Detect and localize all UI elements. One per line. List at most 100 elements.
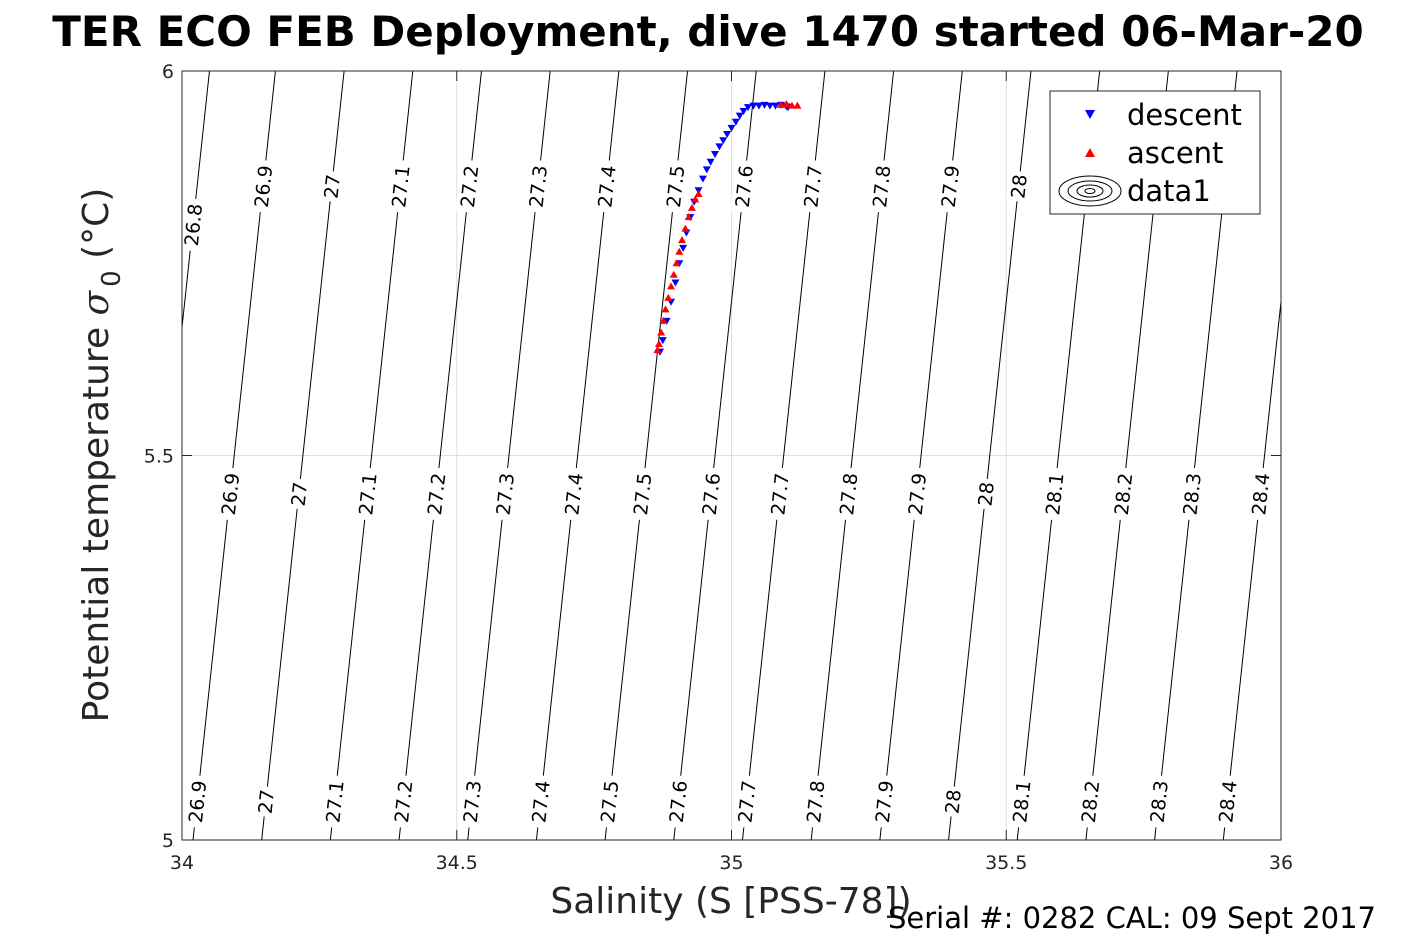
isopycnal-label: 27.2 — [422, 466, 450, 521]
isopycnal-label: 27.3 — [458, 774, 486, 829]
isopycnal-label: 27.4 — [592, 159, 621, 214]
isopycnal-label-text: 28 — [1007, 173, 1031, 199]
isopycnal-label-text: 27.8 — [869, 164, 895, 208]
isopycnal-label-bg — [319, 170, 345, 203]
isopycnal-label-text: 27.2 — [424, 472, 450, 516]
descent-point — [749, 102, 758, 110]
isopycnal-label: 27.1 — [386, 159, 415, 214]
legend-box — [1049, 90, 1261, 215]
y-tick-label: 5.5 — [144, 446, 174, 468]
isopycnal-label-bg — [973, 477, 999, 511]
isopycnal-label: 28 — [1006, 170, 1032, 203]
isopycnal-label-text: 28.3 — [1180, 472, 1206, 516]
isopycnal-label-bg — [1145, 774, 1173, 829]
legend-descent-marker — [1085, 110, 1095, 119]
isopycnal-label-text: 28.4 — [1248, 472, 1274, 516]
isopycnal-label-text: 27.7 — [767, 472, 793, 516]
isopycnal-label-text: 27.1 — [388, 164, 414, 208]
isopycnal-label: 27.8 — [867, 159, 895, 214]
isopycnal-label: 27 — [319, 170, 345, 203]
isopycnal-label-bg — [253, 785, 279, 818]
ascent-point — [653, 346, 662, 354]
descent-point — [765, 102, 774, 110]
descent-point — [671, 279, 680, 287]
isopycnal-label-text: 27.8 — [836, 472, 862, 516]
isopycnal-label: 28 — [973, 477, 999, 511]
isopycnal-label-text: 27 — [321, 173, 345, 199]
isopycnal-label: 27.6 — [697, 466, 725, 521]
isopycnal-label-bg — [798, 159, 827, 214]
isopycnal-label: 27.6 — [730, 159, 758, 214]
x-tick-label: 34.5 — [436, 852, 478, 874]
isopycnal-label-text: 27.4 — [561, 472, 587, 516]
isopycnal-label: 27.8 — [834, 466, 862, 521]
isopycnal-label: 28.3 — [1177, 466, 1206, 521]
isopycnal-label-bg — [936, 159, 964, 214]
isopycnal-label-bg — [1109, 466, 1137, 521]
isopycnal-label-bg — [183, 774, 211, 829]
isopycnal-label: 26.8 — [179, 197, 207, 252]
ascent-point — [654, 339, 663, 347]
isopycnal-label: 26.9 — [183, 774, 211, 829]
isopycnal-label-text: 27.9 — [872, 779, 898, 823]
descent-point — [679, 244, 688, 252]
isopycnal-label-bg — [216, 466, 244, 521]
descent-point — [743, 104, 752, 112]
isopycnal-label-text: 27.6 — [666, 779, 692, 823]
x-axis-label: Salinity (S [PSS-78]) — [550, 881, 911, 922]
isopycnal-label-bg — [422, 466, 450, 521]
ascent-point — [675, 247, 684, 255]
ascent-point — [667, 282, 676, 290]
isopycnal-label-bg — [661, 159, 689, 214]
y-tick-label: 5 — [162, 830, 174, 852]
isopycnal-label-bg — [458, 774, 486, 829]
isopycnal-label-text: 27.3 — [493, 472, 519, 516]
descent-point — [771, 102, 780, 110]
descent-point — [706, 158, 715, 166]
isopycnal-label: 27.5 — [628, 466, 656, 521]
isopycnal-label-text: 27.4 — [594, 164, 620, 208]
ascent-point — [687, 203, 696, 211]
isopycnal-label-text: 27.3 — [460, 779, 486, 823]
descent-point — [702, 166, 711, 174]
x-tick-label: 34 — [170, 852, 194, 874]
isopycnal-label-bg — [389, 774, 417, 829]
isopycnal-label-text: 26.9 — [251, 164, 277, 208]
y-axis-label: Potential temperature σ 0 (°C) — [76, 188, 127, 723]
isopycnal-label: 27.1 — [320, 774, 349, 829]
ascent-point — [691, 195, 700, 203]
axis-ticks: 34 34.5 35 35.5 36 5 5.5 6 — [144, 61, 1293, 874]
y-axis-label-main: Potential temperature — [76, 315, 117, 722]
isopycnal-label-text: 27.7 — [800, 164, 826, 208]
descent-point — [698, 175, 707, 183]
isopycnal-label-bg — [697, 466, 725, 521]
isopycnal-label-text: 27 — [255, 788, 279, 814]
isopycnal-line — [1222, 297, 1281, 840]
isopycnal-label-bg — [491, 466, 519, 521]
isopycnal-label-bg — [1040, 466, 1069, 521]
isopycnal-label-text: 27.5 — [597, 779, 623, 823]
isopycnal-label: 27.3 — [524, 159, 552, 214]
isopycnal-labels: 26.8 26.9 26.9 26.9 27 27 27 27.1 27.1 27.1 27.2 27… — [179, 159, 1275, 829]
descent-point — [731, 118, 740, 126]
isopycnal-label-bg — [801, 774, 830, 829]
isopycnal-label-bg — [1007, 774, 1036, 829]
isopycnal-label-text: 28.3 — [1147, 779, 1173, 823]
isopycnal-label: 26.9 — [249, 159, 277, 214]
isopycnal-label: 28.4 — [1213, 774, 1242, 829]
x-tick-label: 35 — [719, 852, 743, 874]
ascent-point — [782, 100, 791, 108]
descent-point — [727, 124, 736, 132]
isopycnal-label-text: 28.1 — [1009, 779, 1035, 823]
isopycnal-label-text: 27.5 — [663, 164, 689, 208]
descent-point — [739, 107, 748, 115]
isopycnal-label-bg — [1006, 170, 1032, 203]
isopycnal-label-bg — [320, 774, 349, 829]
chart-title: TER ECO FEB Deployment, dive 1470 starte… — [52, 7, 1363, 56]
isopycnal-label-bg — [834, 466, 862, 521]
isopycnal-label-bg — [903, 466, 931, 521]
isopycnal-label-bg — [1213, 774, 1242, 829]
isopycnal-label-bg — [353, 466, 382, 521]
isopycnal-label-bg — [1246, 466, 1275, 521]
isopycnal-label-bg — [1076, 774, 1104, 829]
